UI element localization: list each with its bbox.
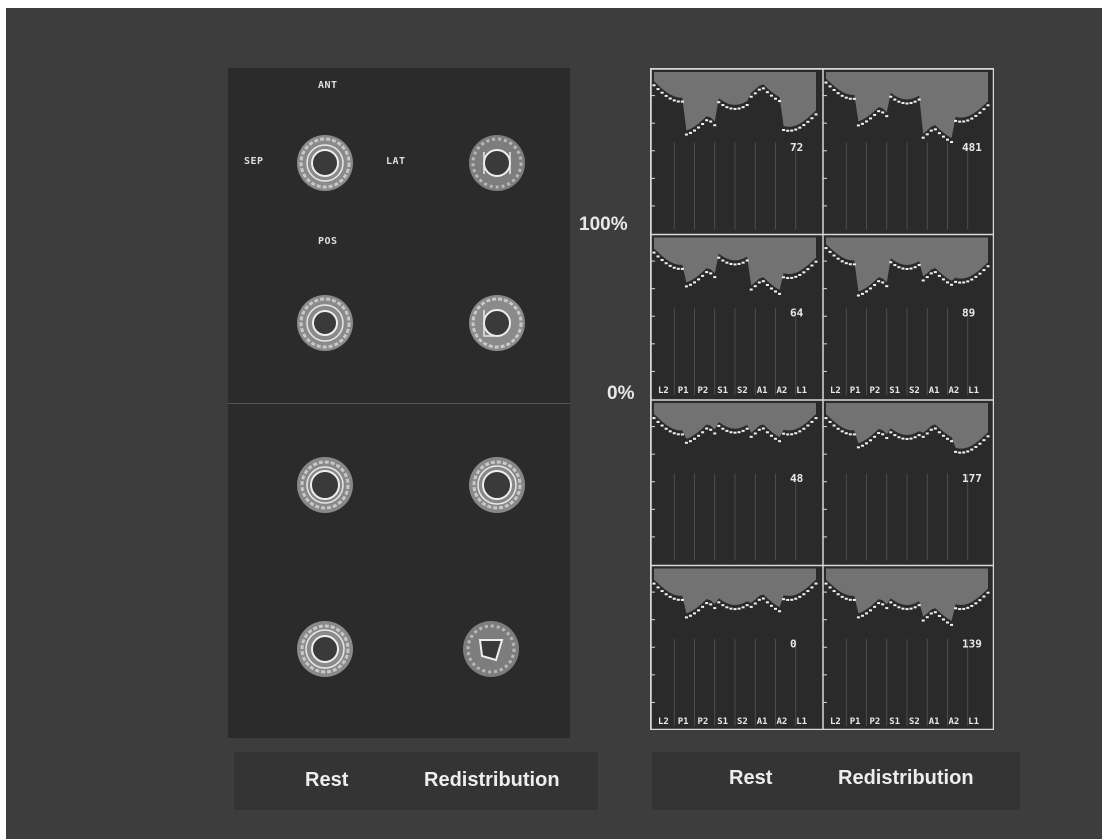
segment-label: A2 (777, 717, 788, 727)
segment-label: L1 (796, 717, 807, 727)
profile-value: 48 (790, 472, 803, 485)
scan-panel-divider (228, 403, 570, 404)
scan-caption-bar (234, 752, 598, 810)
segment-label: A1 (757, 386, 768, 396)
segment-label: P2 (870, 717, 881, 727)
profile-value: 0 (790, 637, 797, 650)
segment-label: P1 (850, 386, 861, 396)
segment-label: S2 (737, 386, 748, 396)
segment-label: S2 (909, 386, 920, 396)
segment-label: L2 (658, 386, 669, 396)
segment-label: P2 (870, 386, 881, 396)
profile-value: 89 (962, 306, 975, 319)
profile-value: 64 (790, 306, 804, 319)
profile-value: 139 (962, 637, 982, 650)
slice-redistribution-4 (463, 621, 519, 677)
segment-label: S2 (909, 717, 920, 727)
segment-label: L1 (968, 386, 979, 396)
profile-cell: 89 L2 P1 P2 S1 S2 A1 A2 L1 (822, 233, 994, 399)
segment-label: A2 (949, 717, 960, 727)
profile-value: 72 (790, 141, 803, 154)
percent-100-label: 100% (579, 214, 628, 235)
segment-label: P2 (698, 386, 709, 396)
plot-caption-bar (652, 752, 1020, 810)
segment-label: P1 (678, 717, 689, 727)
caption-plots-rest: Rest (729, 767, 773, 789)
segment-label: S2 (737, 717, 748, 727)
label-lateral: LAT (386, 156, 406, 167)
profile-cell: 481 (822, 68, 994, 234)
profile-cell: 139 L2 P1 P2 S1 S2 A1 A2 L1 (822, 564, 994, 730)
profile-cell: 64 L2 P1 P2 S1 S2 A1 A2 L1 (650, 233, 822, 399)
segment-label: P1 (678, 386, 689, 396)
segment-label: L2 (658, 717, 669, 727)
segment-label: P1 (850, 717, 861, 727)
slice-redistribution-3 (469, 457, 525, 513)
segment-label: A2 (777, 386, 788, 396)
slice-redistribution-2 (469, 295, 525, 351)
profile-value: 177 (962, 472, 982, 485)
percent-label-background (576, 208, 648, 240)
segment-label: S1 (717, 717, 728, 727)
caption-plots-redistribution: Redistribution (838, 767, 974, 789)
segment-label: L1 (796, 386, 807, 396)
profile-cell: 72 (650, 68, 822, 234)
segment-label: L2 (830, 386, 841, 396)
segment-label: A1 (929, 386, 940, 396)
profile-cell: 177 (822, 399, 994, 565)
profile-value: 481 (962, 141, 982, 154)
label-anterior: ANT (318, 80, 338, 91)
segment-label: A1 (757, 717, 768, 727)
segment-label: A2 (949, 386, 960, 396)
percent-0-label: 0% (607, 383, 635, 404)
label-septal: SEP (244, 156, 264, 167)
segment-label: S1 (717, 386, 728, 396)
slice-rest-4 (297, 621, 353, 677)
caption-scans-redistribution: Redistribution (424, 769, 560, 791)
slice-redistribution-1 (469, 135, 525, 191)
segment-label: P2 (698, 717, 709, 727)
segment-label: A1 (929, 717, 940, 727)
slice-rest-1 (297, 135, 353, 191)
slice-rest-3 (297, 457, 353, 513)
profile-cell: 48 (650, 399, 822, 565)
segment-label: L1 (968, 717, 979, 727)
segment-label: S1 (889, 717, 900, 727)
profile-plots: 72 481 64 L2 P1 P2 S1 S2 A1 A2 L1 89 L2 P1 P2 S1 S2 A1 A2 L… (650, 68, 994, 730)
segment-label: S1 (889, 386, 900, 396)
profile-cell: 0 L2 P1 P2 S1 S2 A1 A2 L1 (650, 564, 822, 730)
label-posterior: POS (318, 236, 338, 247)
caption-scans-rest: Rest (305, 769, 349, 791)
slice-rest-2 (297, 295, 353, 351)
segment-label: L2 (830, 717, 841, 727)
